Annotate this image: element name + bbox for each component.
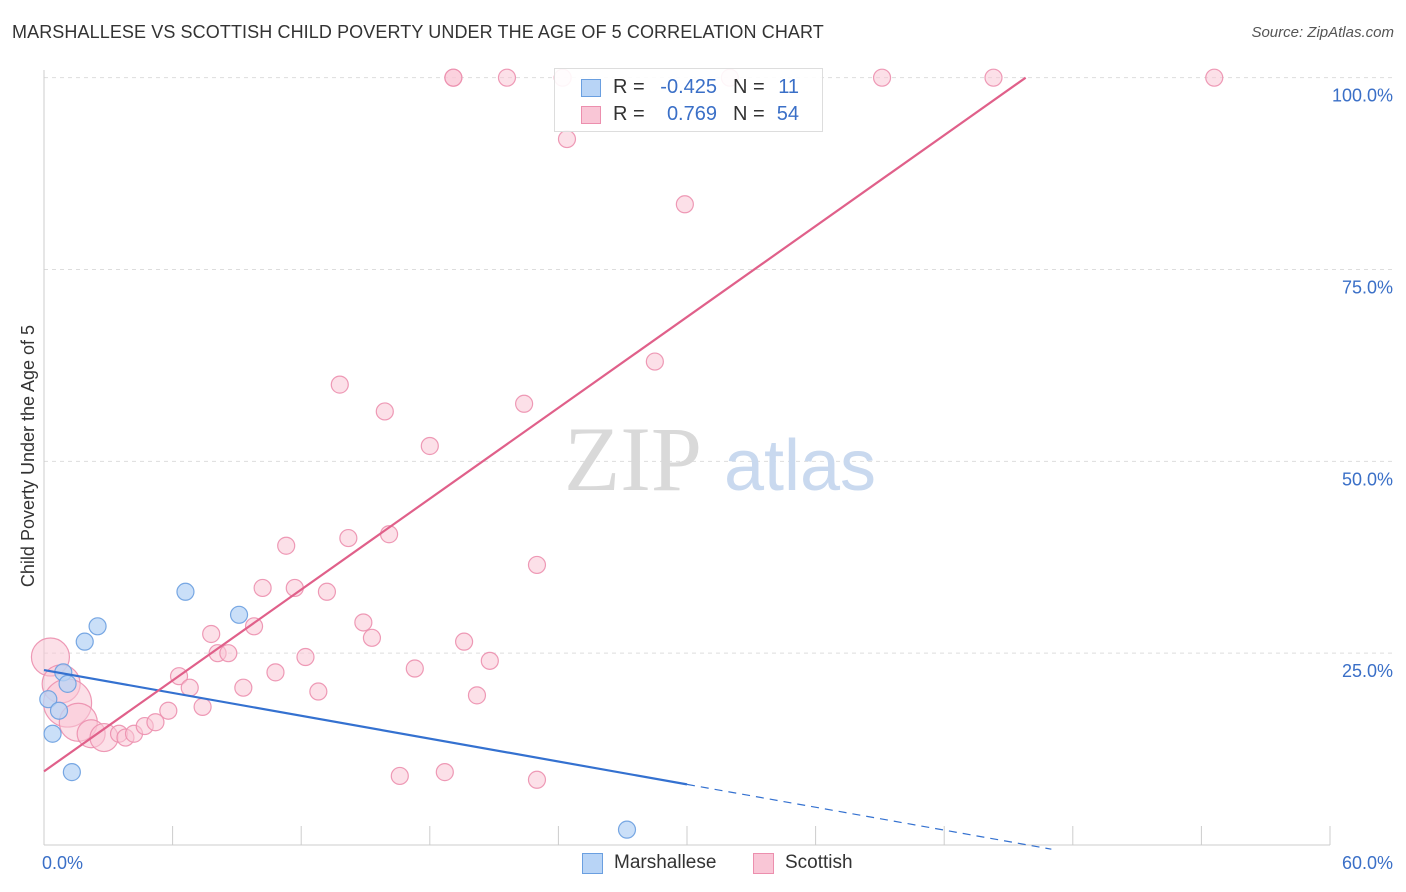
scottish-point	[557, 129, 577, 149]
marshallese-point	[617, 820, 637, 839]
scottish-point	[444, 68, 463, 87]
marshallese-trend-line	[43, 668, 688, 786]
trend-layer	[43, 76, 1052, 850]
legend-row-marshallese: R = -0.425 N = 11	[555, 73, 822, 101]
correlation-legend: R = -0.425 N = 11 R = 0.769 N = 54	[554, 68, 823, 132]
marshallese-point	[62, 763, 81, 782]
marshallese-point	[58, 674, 77, 693]
marshallese-point	[229, 605, 249, 624]
scottish-point	[339, 528, 358, 548]
scottish-point	[317, 582, 337, 601]
scottish-point	[480, 651, 499, 670]
scottish-point	[202, 624, 221, 644]
scottish-point	[435, 763, 454, 782]
n-value: 54	[776, 103, 799, 125]
r-value: -0.425	[660, 76, 717, 98]
watermark: ZIP atlas	[564, 408, 876, 510]
scottish-trend-line	[43, 76, 1027, 773]
scottish-point	[244, 617, 264, 636]
scottish-point	[527, 770, 547, 789]
scottish-point	[330, 375, 349, 394]
marshallese-trend-extension	[686, 783, 1052, 850]
scottish-point	[296, 647, 315, 667]
scottish-point	[159, 701, 178, 720]
marshallese-point	[43, 724, 62, 743]
scottish-point	[454, 632, 474, 651]
marshallese-point	[176, 582, 195, 601]
watermark-atlas: atlas	[724, 426, 876, 506]
n-label: N =	[733, 103, 765, 125]
scottish-point	[266, 663, 285, 682]
marshallese-point	[49, 701, 69, 720]
scottish-point	[497, 68, 517, 87]
scottish-point	[405, 659, 424, 678]
legend-row-scottish: R = 0.769 N = 54	[555, 100, 822, 128]
scottish-point	[219, 644, 238, 663]
axis-layer	[43, 70, 1331, 846]
r-label: R =	[613, 103, 645, 125]
scottish-swatch	[581, 106, 601, 124]
scottish-point	[467, 686, 487, 705]
y-tick-label: 50.0%	[1342, 469, 1393, 489]
scottish-point	[390, 766, 409, 786]
scottish-point	[309, 682, 328, 701]
marshallese-legend-label: Marshallese	[614, 852, 717, 873]
scottish-point	[253, 578, 272, 598]
marshallese-point	[88, 617, 107, 636]
scottish-point	[984, 68, 1003, 87]
y-tick-label: 75.0%	[1342, 278, 1393, 298]
scottish-point	[515, 394, 534, 413]
marshallese-point	[75, 632, 94, 651]
y-tick-label: 25.0%	[1342, 661, 1393, 681]
n-value: 11	[778, 76, 799, 98]
n-label: N =	[733, 76, 765, 98]
scottish-legend-swatch	[753, 853, 774, 874]
scottish-point	[872, 68, 892, 87]
scottish-point	[277, 536, 296, 555]
tick-labels: 25.0% 50.0% 75.0% 100.0% 0.0% 60.0%	[42, 86, 1393, 873]
y-tick-label: 100.0%	[1332, 86, 1393, 106]
scottish-point	[375, 402, 394, 421]
scottish-point	[645, 352, 664, 371]
scottish-point	[1205, 68, 1224, 87]
y-axis-label: Child Poverty Under the Age of 5	[18, 325, 38, 587]
series-legend: Marshallese Scottish	[0, 850, 1406, 878]
watermark-zip: ZIP	[564, 408, 702, 510]
x-tick-label: 60.0%	[1342, 853, 1393, 873]
scottish-point	[354, 613, 373, 632]
scottish-point	[420, 436, 439, 456]
scottish-point	[193, 697, 212, 716]
scottish-point	[362, 628, 382, 647]
r-value: 0.769	[666, 103, 717, 125]
chart-title: MARSHALLESE VS SCOTTISH CHILD POVERTY UN…	[12, 22, 824, 42]
scottish-point	[234, 678, 253, 697]
r-label: R =	[613, 76, 645, 98]
source-label: Source: ZipAtlas.com	[1251, 24, 1394, 41]
x-tick-label: 0.0%	[42, 853, 83, 873]
scottish-point	[527, 555, 547, 575]
scottish-point	[180, 678, 199, 697]
grid-layer	[44, 77, 1395, 654]
marshallese-legend-swatch	[582, 853, 603, 874]
scottish-legend-label: Scottish	[785, 852, 853, 873]
scottish-point	[146, 713, 165, 732]
marshallese-point	[39, 690, 58, 709]
scottish-point	[675, 195, 694, 214]
marshallese-swatch	[581, 79, 601, 97]
